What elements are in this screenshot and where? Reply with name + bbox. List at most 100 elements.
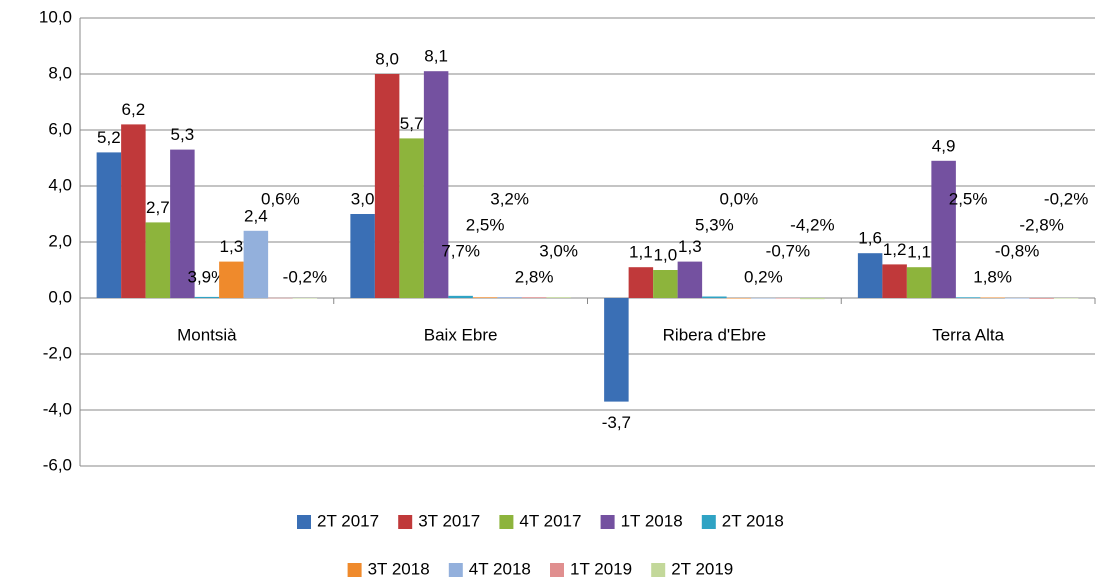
y-tick-label: -6,0 [43,455,72,474]
legend-swatch [297,515,311,529]
legend-swatch [398,515,413,529]
bar [399,138,424,298]
bar [423,71,449,298]
bar [194,296,220,298]
legend-label: 4T 2017 [519,511,581,530]
bar [546,297,571,298]
bar [702,296,727,298]
x-tick-label: Baix Ebre [424,325,498,344]
bar [980,297,1005,298]
data-label: 3,0% [539,241,578,260]
bar [882,264,907,298]
data-label: 1,1 [629,243,653,262]
y-tick-label: -2,0 [43,343,72,362]
legend-label: 1T 2019 [570,559,632,578]
bar [350,214,375,298]
y-tick-label: 10,0 [39,7,72,26]
x-tick-label: Montsià [177,325,237,344]
data-label: 2,7 [146,198,170,217]
y-tick-label: 8,0 [48,63,72,82]
bar [96,152,122,298]
bar [1029,298,1054,299]
bar [219,261,244,298]
data-label: 2,5% [466,215,505,234]
bar [604,298,629,402]
data-label: 4,9 [932,136,956,155]
legend-swatch [499,515,514,529]
y-tick-label: 6,0 [48,119,72,138]
data-label: 3,2% [490,189,529,208]
y-tick-label: 0,0 [48,287,72,306]
legend-label: 2T 2017 [317,511,379,530]
data-label: 2,5% [949,189,988,208]
bar [751,297,776,299]
data-label: 1,0 [654,245,678,264]
data-label: 2,8% [515,267,554,286]
bar [472,297,498,298]
legend-swatch [651,563,666,577]
data-label: 5,7 [400,114,424,133]
data-label: 5,3% [695,215,734,234]
bar [448,295,473,298]
data-label: -4,2% [790,215,834,234]
data-label: 3,0 [351,189,375,208]
legend-label: 3T 2017 [418,511,480,530]
bar [121,124,146,299]
data-label: 0,2% [744,267,783,286]
legend-swatch [600,515,615,529]
bar [726,298,752,299]
bar [1053,298,1079,299]
data-label: -0,8% [995,241,1039,260]
legend-label: 4T 2018 [469,559,531,578]
y-tick-label: 2,0 [48,231,72,250]
legend-label: 1T 2018 [621,511,683,530]
bar [677,261,703,298]
bar [628,267,654,298]
data-label: 1,2 [883,240,907,259]
data-label: 8,1 [424,47,448,66]
data-label: 1,1 [907,243,931,262]
data-label: 0,6% [261,189,300,208]
bar [521,297,547,298]
data-label: 6,2 [122,100,146,119]
data-label: -0,2% [1044,189,1088,208]
bar [243,230,269,298]
data-label: -2,8% [1019,215,1063,234]
legend-label: 3T 2018 [368,559,430,578]
bar [775,298,801,299]
data-label: 0,0% [720,189,759,208]
bar [1004,298,1030,299]
data-label: 1,6 [858,229,882,248]
data-label: 5,3 [171,125,195,144]
bar [955,297,981,298]
data-label: 5,2 [97,128,121,147]
legend-swatch [550,563,564,577]
bar [653,270,678,298]
bar [145,222,171,298]
legend-swatch [701,515,716,529]
bar [931,160,956,298]
data-label: -3,7 [602,413,631,432]
data-label: 8,0 [375,49,399,68]
data-label: 1,8% [973,267,1012,286]
bar [497,297,522,298]
data-label: -0,2% [283,267,327,286]
data-label: -0,7% [766,241,810,260]
bar [292,298,318,299]
data-label: 3,9% [188,267,227,286]
data-label: 1,3 [678,237,702,256]
legend-label: 2T 2019 [671,559,733,578]
y-tick-label: 4,0 [48,175,72,194]
data-label: 7,7% [441,241,480,260]
x-tick-label: Terra Alta [932,325,1004,344]
bar [800,298,825,300]
bar [906,267,932,298]
data-label: 1,3 [220,237,244,256]
y-tick-label: -4,0 [43,399,72,418]
legend-swatch [448,563,463,577]
legend-label: 2T 2018 [722,511,784,530]
bar [268,297,293,299]
legend-swatch [347,563,362,577]
bar [170,149,195,298]
